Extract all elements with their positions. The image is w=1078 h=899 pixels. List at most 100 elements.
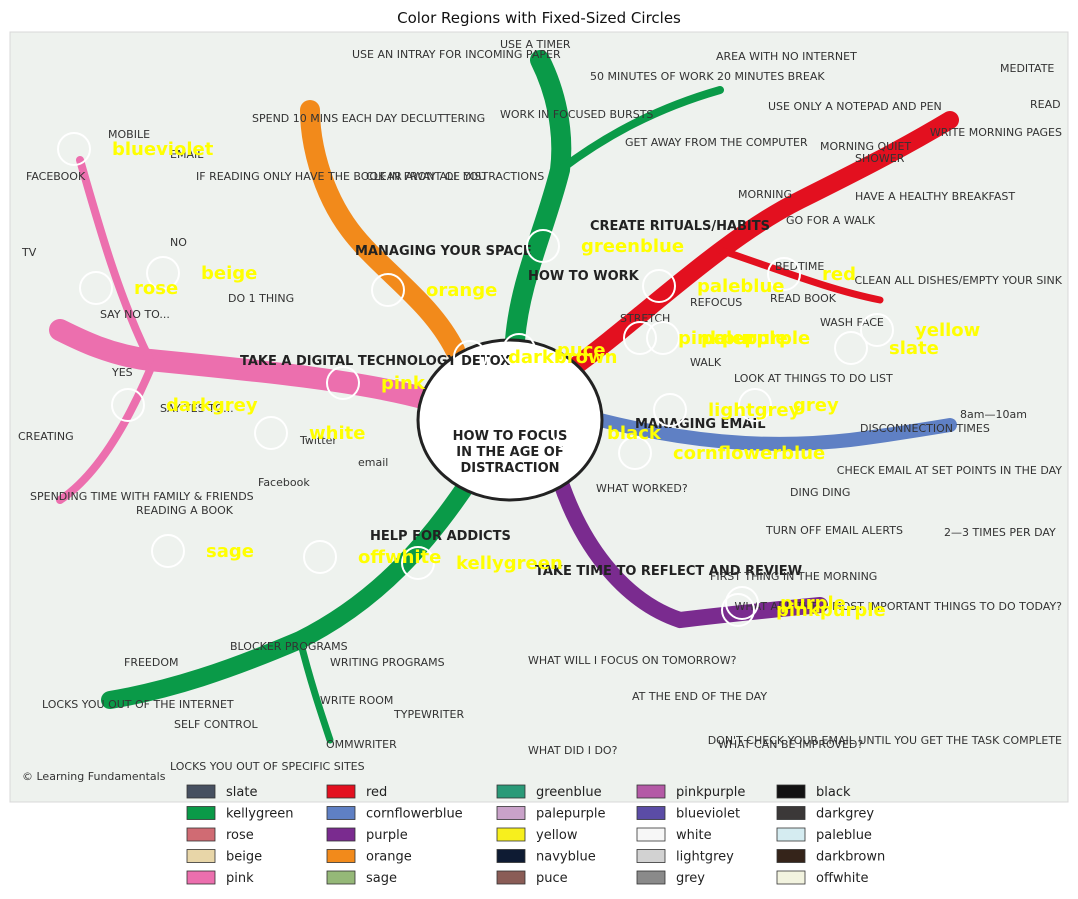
note-text: SHOWER bbox=[855, 152, 905, 165]
note-text: WHAT CAN BE IMPROVED? bbox=[718, 738, 863, 751]
branch-label-work: HOW TO WORK bbox=[528, 269, 640, 284]
note-text: YES bbox=[111, 366, 133, 379]
note-text: FIRST THING IN THE MORNING bbox=[710, 570, 877, 583]
legend-swatch-pink bbox=[186, 870, 216, 885]
note-text: IF READING ONLY HAVE THE BOOK IN FRONT O… bbox=[196, 170, 486, 183]
note-text: REFOCUS bbox=[690, 296, 742, 309]
note-text: WHAT WORKED? bbox=[596, 482, 688, 495]
legend-label-darkgrey: darkgrey bbox=[816, 807, 874, 822]
legend-label-rose: rose bbox=[226, 828, 254, 843]
region-label-greenblue: greenblue bbox=[581, 236, 684, 257]
region-circle-blueviolet bbox=[57, 132, 91, 166]
region-circle-black bbox=[552, 416, 586, 450]
legend-swatch-navyblue bbox=[496, 849, 526, 863]
region-circle-sage bbox=[151, 534, 185, 568]
branch-orange bbox=[300, 100, 465, 360]
note-text: USE ONLY A NOTEPAD AND PEN bbox=[768, 100, 942, 113]
legend-swatch-grey bbox=[636, 870, 666, 885]
region-label-red: red bbox=[822, 264, 856, 285]
region-circle-red bbox=[767, 257, 801, 291]
region-circle-rose bbox=[79, 271, 113, 305]
note-text: EMAIL bbox=[170, 148, 204, 161]
branch-label-email: MANAGING EMAIL bbox=[635, 417, 766, 432]
region-label-slate: slate bbox=[889, 338, 939, 359]
legend-label-white: white bbox=[676, 828, 712, 843]
region-circle-darkbrown bbox=[453, 340, 487, 374]
note-text: DING DING bbox=[790, 486, 850, 499]
branch-label-detox: TAKE A DIGITAL TECHNOLOGY DETOX bbox=[240, 354, 510, 369]
legend-swatch-blueviolet bbox=[636, 806, 666, 820]
region-circles bbox=[57, 132, 894, 627]
legend-swatch-kellygreen bbox=[186, 806, 216, 820]
branch-pink-sub1 bbox=[76, 156, 154, 364]
note-text: WHAT WILL I FOCUS ON TOMORROW? bbox=[528, 654, 737, 667]
branch-green-top-sub bbox=[556, 86, 724, 174]
legend-label-pink: pink bbox=[226, 871, 254, 886]
note-text: USE A TIMER bbox=[500, 38, 571, 51]
note-text: SAY YES TO... bbox=[160, 402, 234, 415]
branch-red bbox=[561, 111, 959, 379]
branch-label-rituals: CREATE RITUALS/HABITS bbox=[590, 219, 770, 234]
legend-swatch-offwhite bbox=[776, 870, 806, 885]
legend-label-purple: purple bbox=[366, 828, 408, 843]
region-label-white: white bbox=[309, 423, 365, 444]
chart-title: Color Regions with Fixed-Sized Circles bbox=[397, 9, 681, 27]
note-text: WRITE MORNING PAGES bbox=[930, 126, 1062, 139]
note-text: SELF CONTROL bbox=[174, 718, 258, 731]
note-text: 2—3 TIMES PER DAY bbox=[944, 526, 1056, 539]
legend-swatch-cornflowerblue bbox=[326, 806, 356, 820]
region-circle-purple bbox=[725, 586, 759, 620]
region-label-lightgrey: lightgrey bbox=[708, 400, 801, 421]
legend-swatch-pinkpurple bbox=[636, 784, 666, 799]
mindmap-notes: USE AN INTRAY FOR INCOMING PAPER SPEND 10… bbox=[18, 38, 1063, 773]
mindmap-branches bbox=[49, 50, 959, 744]
center-line-1: HOW TO FOCUS bbox=[453, 429, 568, 444]
region-circle-puce bbox=[502, 333, 536, 367]
legend-swatch-yellow bbox=[496, 827, 526, 842]
legend-label-palepurple: palepurple bbox=[536, 807, 606, 822]
note-text: MORNING QUIET bbox=[820, 140, 911, 153]
legend-swatch-red bbox=[326, 784, 356, 799]
region-label-kellygreen: kellygreen bbox=[456, 553, 563, 574]
note-text: OMMWRITER bbox=[326, 738, 397, 751]
region-circle-pinkpurple bbox=[721, 593, 755, 627]
note-text: WALK bbox=[690, 356, 722, 369]
note-text: Twitter bbox=[299, 434, 337, 447]
branch-label-addicts: HELP FOR ADDICTS bbox=[370, 529, 511, 544]
note-text: TYPEWRITER bbox=[393, 708, 464, 721]
legend-label-lightgrey: lightgrey bbox=[676, 850, 734, 865]
region-label-darkgrey: darkgrey bbox=[166, 395, 258, 416]
region-circle-lightgrey bbox=[653, 393, 687, 427]
note-text: SPEND 10 MINS EACH DAY DECLUTTERING bbox=[252, 112, 485, 125]
center-bubble bbox=[416, 338, 604, 502]
branch-label-reflect: TAKE TIME TO REFLECT AND REVIEW bbox=[535, 564, 802, 579]
branch-purple bbox=[552, 472, 828, 629]
legend-swatch-palepurple bbox=[496, 806, 526, 820]
note-text: 50 MINUTES OF WORK 20 MINUTES BREAK bbox=[590, 70, 825, 83]
legend-swatch-greenblue bbox=[496, 784, 526, 799]
note-text: READING A BOOK bbox=[136, 504, 234, 517]
region-label-purple: purple bbox=[780, 593, 846, 614]
region-circle-cornflowerblue bbox=[618, 436, 652, 470]
legend-label-navyblue: navyblue bbox=[536, 850, 596, 865]
region-label-cornflowerblue: cornflowerblue bbox=[673, 443, 825, 464]
region-circle-kellygreen bbox=[401, 546, 435, 580]
note-text: READ bbox=[1030, 98, 1061, 111]
legend-swatch-white bbox=[636, 827, 666, 842]
legend-swatch-darkgrey bbox=[776, 806, 806, 820]
legend-label-beige: beige bbox=[226, 850, 262, 865]
note-text: DON'T CHECK YOUR EMAIL UNTIL YOU GET THE… bbox=[708, 734, 1062, 747]
region-label-blueviolet: blueviolet bbox=[112, 139, 214, 160]
legend-swatch-black bbox=[776, 784, 806, 799]
region-circle-grey bbox=[738, 388, 772, 422]
branch-green-bottom-sub bbox=[296, 636, 334, 744]
region-circle-darkgrey bbox=[111, 388, 145, 422]
note-text: CHECK EMAIL AT SET POINTS IN THE DAY bbox=[837, 464, 1062, 477]
legend-swatch-lightgrey bbox=[636, 849, 666, 863]
region-circle-beige bbox=[146, 256, 180, 290]
note-text: USE AN INTRAY FOR INCOMING PAPER bbox=[352, 48, 561, 61]
region-circle-yellow bbox=[860, 313, 894, 347]
branch-red-sub bbox=[716, 246, 884, 304]
region-label-puce: puce bbox=[557, 340, 606, 361]
